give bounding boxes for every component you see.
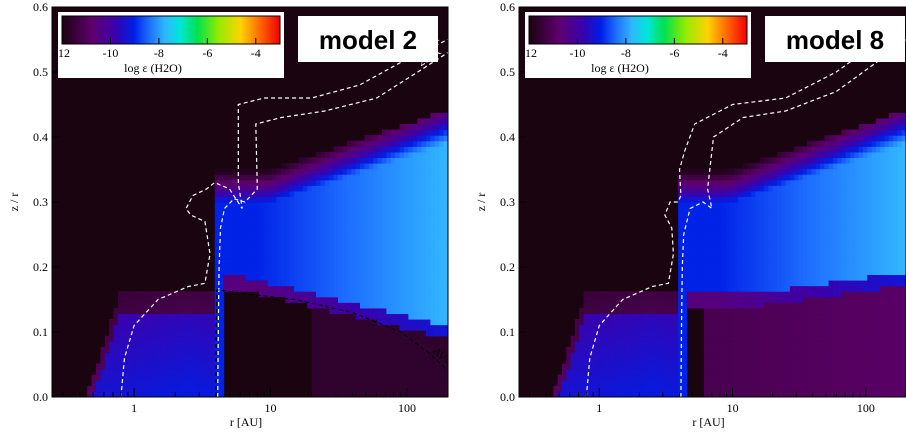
- x-tick-label: 1: [596, 401, 602, 415]
- y-axis-label: z / r: [474, 193, 488, 212]
- x-tick-label: 10: [727, 401, 739, 415]
- colorbar-tick-label: -8: [621, 46, 631, 60]
- colorbar-tick-label: -10: [102, 46, 118, 60]
- colorbar-tick-label: -8: [154, 46, 164, 60]
- contour-2000k-line: [585, 25, 906, 397]
- colorbar: [528, 15, 748, 45]
- y-tick-label: 0.4: [500, 130, 515, 144]
- model-title-box: [765, 16, 905, 62]
- contour-200k-line: [680, 39, 906, 397]
- y-tick-label: 0.3: [500, 195, 515, 209]
- contour-av-1-line: [215, 289, 448, 397]
- y-tick-label: 0.2: [33, 260, 48, 274]
- x-tick-label: 100: [398, 401, 416, 415]
- colorbar-tick-label: -6: [669, 46, 679, 60]
- y-tick-label: 0.0: [500, 390, 515, 404]
- y-tick-label: 0.5: [500, 65, 515, 79]
- x-tick-label: 10: [265, 401, 277, 415]
- colorbar-label: log ε (H2O): [124, 61, 182, 75]
- model-title: model 8: [786, 25, 884, 55]
- x-axis-label: r [AU]: [692, 415, 724, 429]
- colorbar-tick-label: -12: [521, 46, 537, 60]
- contour-2000k-line: [120, 38, 448, 397]
- colorbar-tick-label: -12: [54, 46, 70, 60]
- contour-200k-line: [217, 51, 448, 397]
- y-tick-label: 0.0: [33, 390, 48, 404]
- colorbar-tick-label: -10: [569, 46, 585, 60]
- y-tick-label: 0.4: [33, 130, 48, 144]
- colorbar-tick-label: -4: [251, 46, 261, 60]
- y-tick-label: 0.2: [500, 260, 515, 274]
- colorbar-tick-label: -4: [718, 46, 728, 60]
- colorbar-tick-label: -6: [202, 46, 212, 60]
- y-tick-label: 0.1: [500, 325, 515, 339]
- y-tick-label: 0.5: [33, 65, 48, 79]
- x-tick-label: 1: [131, 401, 137, 415]
- colorbar-label: log ε (H2O): [591, 61, 649, 75]
- y-axis-label: z / r: [7, 193, 21, 212]
- y-tick-label: 0.6: [33, 0, 48, 14]
- y-tick-label: 0.6: [500, 0, 515, 14]
- x-axis-label: r [AU]: [230, 415, 262, 429]
- model-title-box: [298, 16, 438, 62]
- chart-panel-1: 2000K200KAV=10.00.10.20.30.40.50.6110100…: [7, 0, 449, 429]
- y-tick-label: 0.3: [33, 195, 48, 209]
- colorbar: [61, 15, 281, 45]
- x-tick-label: 100: [857, 401, 875, 415]
- model-title: model 2: [319, 25, 417, 55]
- y-tick-label: 0.1: [33, 325, 48, 339]
